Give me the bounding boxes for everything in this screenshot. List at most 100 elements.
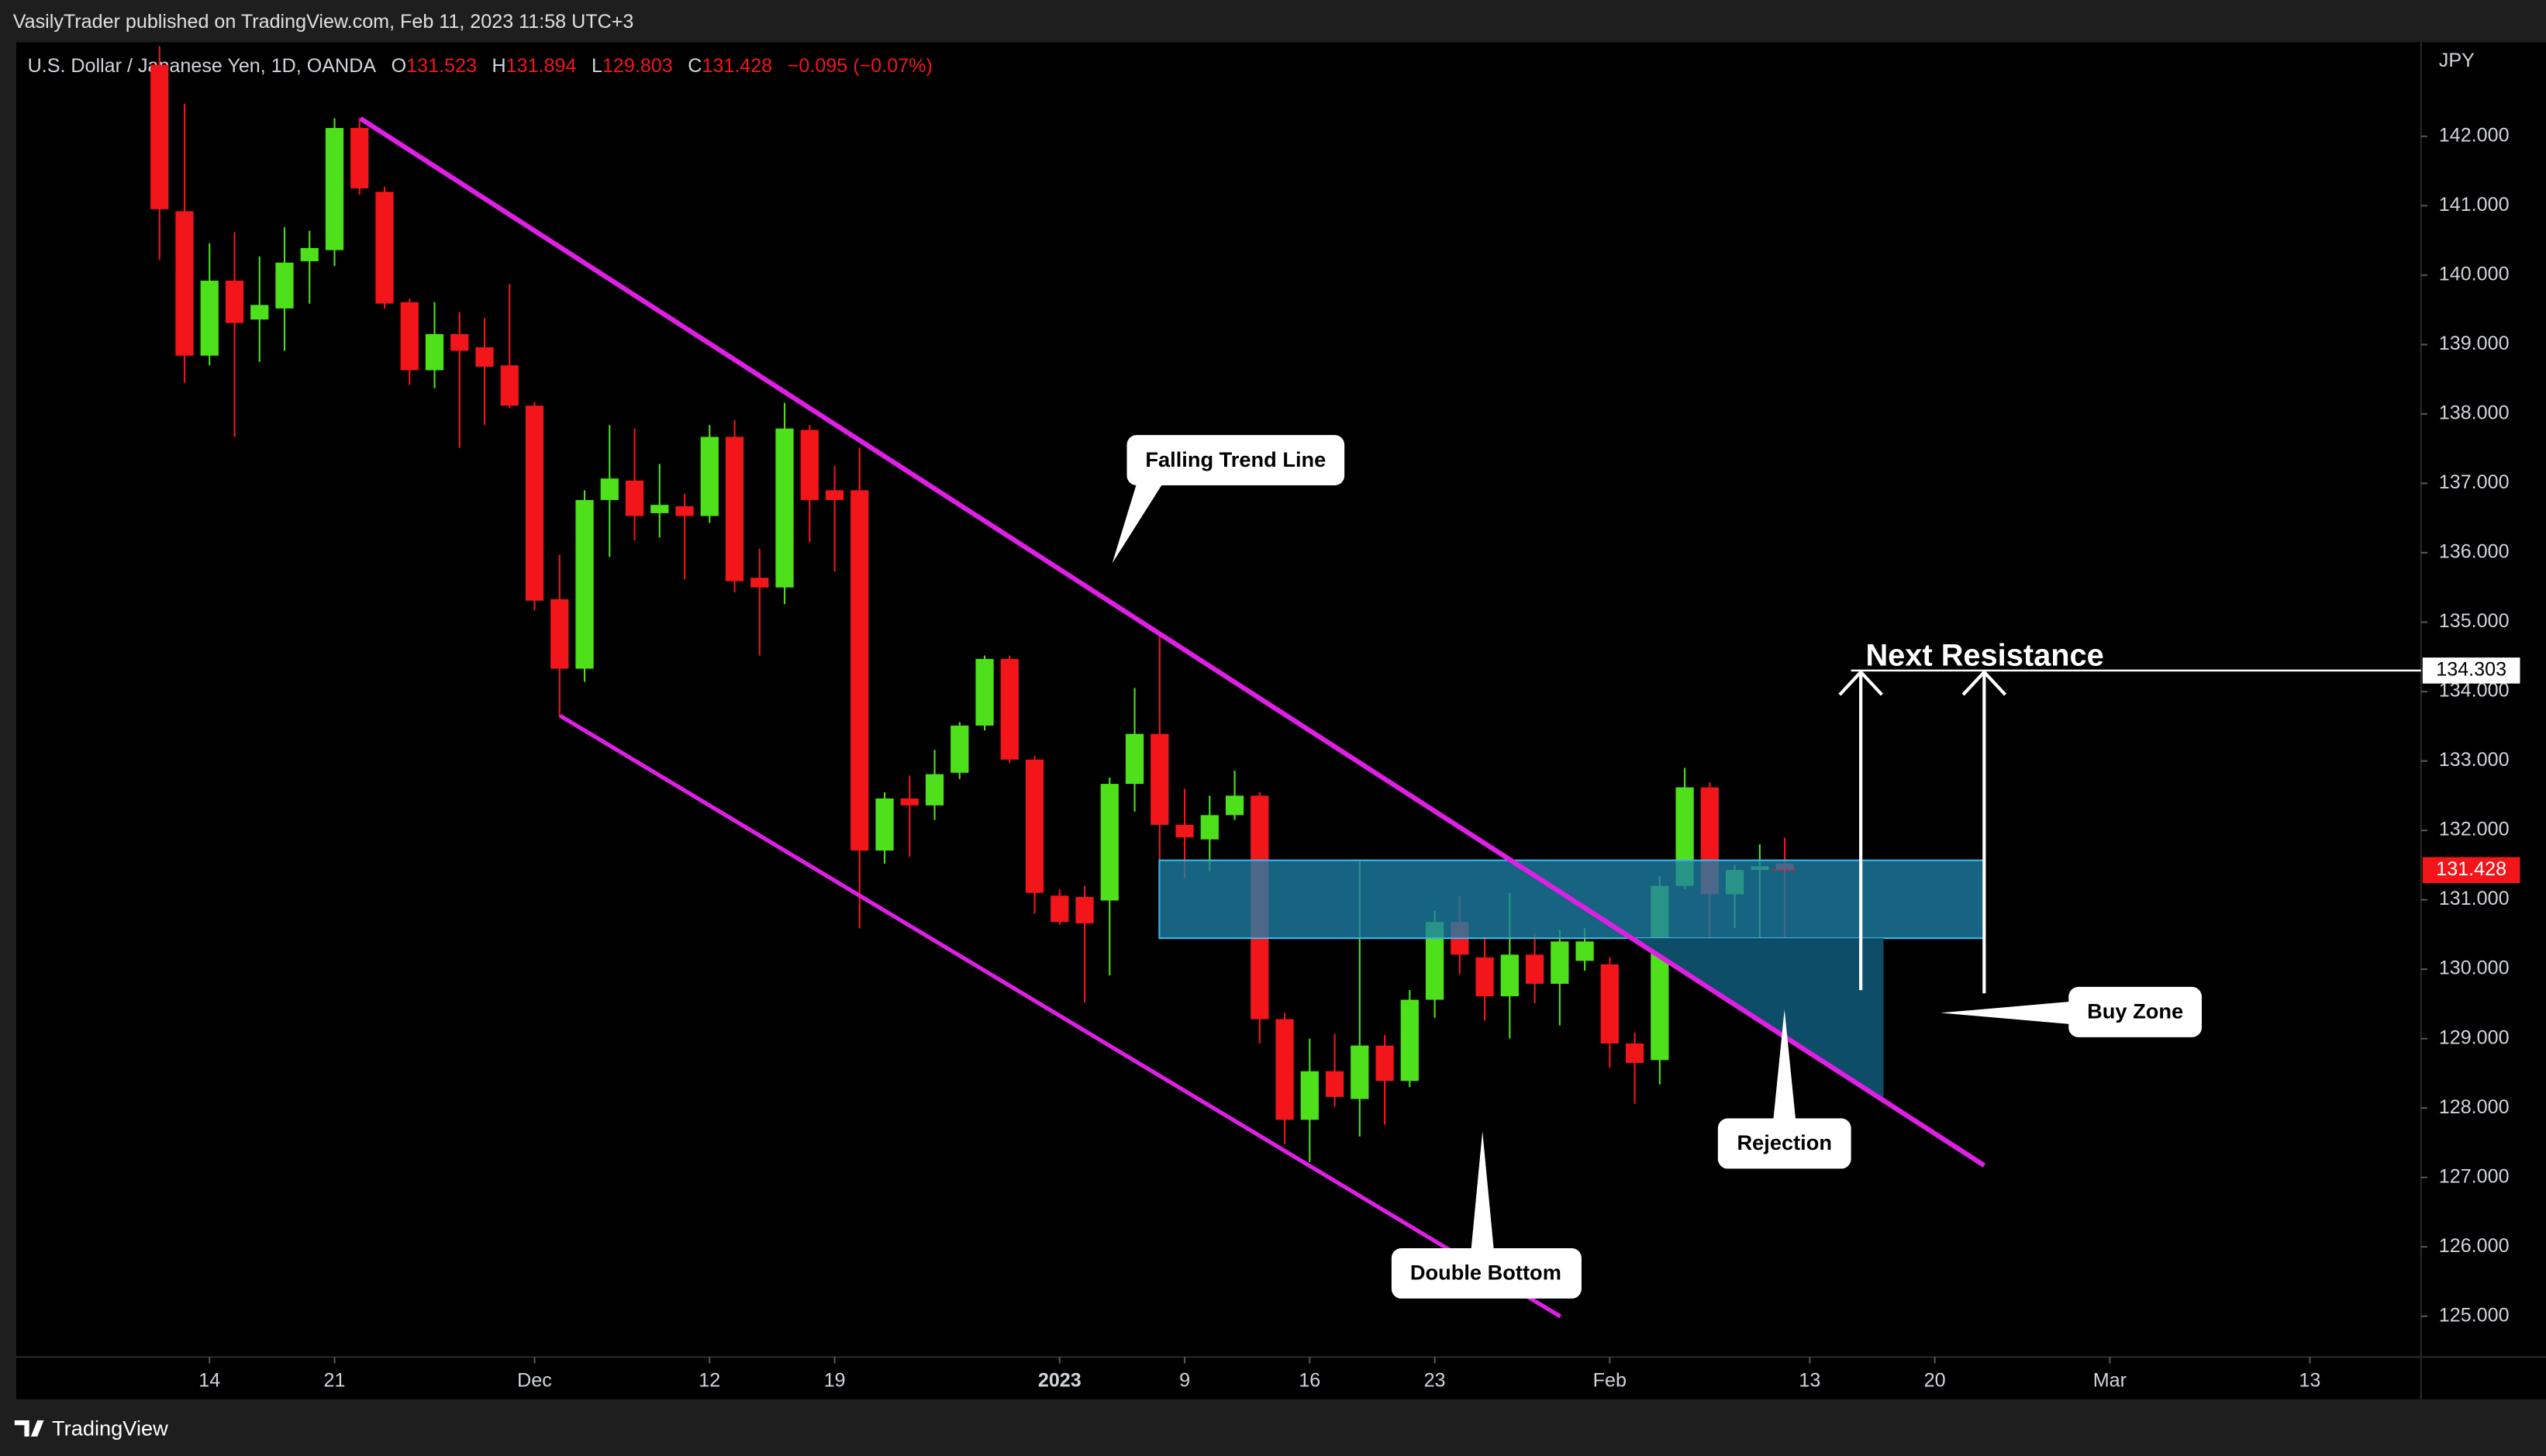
candle-body (1375, 1045, 1394, 1082)
trend-line (359, 116, 1986, 1168)
y-tick-label: 141.000 (2439, 194, 2510, 216)
candle-body (950, 725, 969, 773)
callout-text: Double Bottom (1410, 1261, 1561, 1285)
price-label-bg (2422, 657, 2520, 684)
candle-body (1050, 895, 1069, 923)
x-tick-label: 21 (324, 1369, 346, 1391)
candle-body (1351, 1045, 1369, 1099)
ohlc-label: O (392, 54, 407, 76)
candle-body (1575, 941, 1594, 961)
ohlc-value: 131.523 (406, 54, 477, 76)
callout-text: Buy Zone (2087, 999, 2183, 1023)
candle-body (1400, 999, 1419, 1082)
candle-body (1551, 941, 1569, 984)
symbol-line: U.S. Dollar / Japanese Yen, 1D, OANDA O1… (28, 54, 933, 76)
candle-body (500, 365, 519, 406)
y-tick-label: 133.000 (2439, 749, 2510, 771)
candle-body (1025, 759, 1044, 893)
callout-box (1717, 1118, 1851, 1169)
candle-body (1425, 922, 1444, 1000)
candle-body (300, 247, 319, 261)
change: −0.095 (−0.07%) (788, 54, 933, 76)
ohlc-value: 131.894 (506, 54, 577, 76)
candle-body (725, 436, 744, 581)
candle-body (800, 430, 819, 500)
candle-body (275, 262, 294, 309)
candle-body (1300, 1071, 1319, 1120)
callout-pointer (1940, 1001, 2072, 1025)
candle-body (900, 798, 919, 806)
x-tick-label: 23 (1424, 1369, 1446, 1391)
candle-body (350, 128, 369, 188)
x-tick-label: 19 (824, 1369, 846, 1391)
candle-body (225, 281, 244, 323)
y-tick-label: 135.000 (2439, 610, 2510, 632)
candle-body (1625, 1043, 1644, 1063)
callout-text: Rejection (1737, 1130, 1832, 1154)
candle-body (575, 499, 594, 669)
candle-body (1200, 815, 1219, 840)
candle-body (1475, 957, 1494, 997)
y-tick-label: 131.000 (2439, 888, 2510, 909)
candle-body (525, 405, 544, 601)
candle-body (250, 305, 269, 320)
y-tick-label: 139.000 (2439, 333, 2510, 354)
candle-body (675, 505, 694, 516)
y-tick-label: 136.000 (2439, 541, 2510, 563)
candle-body (825, 490, 844, 500)
candle-body (450, 333, 469, 351)
y-tick-label: 129.000 (2439, 1026, 2510, 1048)
publisher: VasilyTrader published on TradingView.co… (13, 11, 634, 33)
ohlc-label: L (592, 54, 602, 76)
callout-pointer (1773, 1009, 1796, 1122)
candle-body (600, 478, 619, 500)
candle-body (1075, 897, 1094, 924)
candle-body (325, 128, 344, 250)
x-tick-label: 13 (2299, 1369, 2320, 1391)
candle-body (200, 281, 219, 356)
y-tick-label: 126.000 (2439, 1235, 2510, 1257)
candle-body (1325, 1071, 1344, 1097)
candle-body (1125, 733, 1144, 785)
y-tick-label: 127.000 (2439, 1165, 2510, 1187)
x-tick-label: 2023 (1038, 1369, 1082, 1391)
candle-body (1151, 733, 1169, 825)
y-tick-label: 130.000 (2439, 957, 2510, 979)
y-tick-label: 132.000 (2439, 819, 2510, 840)
drawings: Falling Trend Line Buy Zone Rejection Do… (359, 116, 2421, 1319)
candle-body (625, 480, 644, 516)
candle-body (400, 302, 419, 371)
x-tick-label: 20 (1924, 1369, 1946, 1391)
candle-body (1000, 658, 1019, 760)
ohlc-value: 131.428 (702, 54, 772, 76)
candle-body (1500, 954, 1519, 997)
candle-body (1275, 1019, 1294, 1120)
last-price-label: 131.428 (2436, 858, 2506, 880)
callout-box (1126, 435, 1345, 485)
candle-body (550, 599, 569, 669)
callout-pointer (1471, 1131, 1494, 1251)
y-tick-label: 125.000 (2439, 1304, 2510, 1326)
candle-body (1600, 964, 1619, 1044)
x-tick-label: 13 (1799, 1369, 1820, 1391)
ohlc-value: 129.803 (602, 54, 673, 76)
y-tick-label: 138.000 (2439, 402, 2510, 424)
x-tick-label: 9 (1179, 1369, 1190, 1391)
plot-area (16, 42, 2546, 1399)
candle-body (1100, 784, 1119, 901)
candle-body (1525, 954, 1544, 984)
y-tick-label: 137.000 (2439, 471, 2510, 493)
candle-body (1225, 795, 1244, 816)
candle-body (425, 333, 444, 371)
ohlc-label: H (492, 54, 506, 76)
candle-body (175, 211, 194, 356)
candle-body (925, 774, 944, 806)
y-tick-label: 140.000 (2439, 264, 2510, 285)
candle-body (150, 64, 169, 209)
candle-body (875, 798, 894, 851)
footer-text: TradingView (52, 1416, 168, 1440)
candle-body (850, 490, 869, 851)
x-tick-label: 14 (198, 1369, 220, 1391)
candle-body (700, 436, 719, 516)
x-tick-label: 12 (699, 1369, 720, 1391)
